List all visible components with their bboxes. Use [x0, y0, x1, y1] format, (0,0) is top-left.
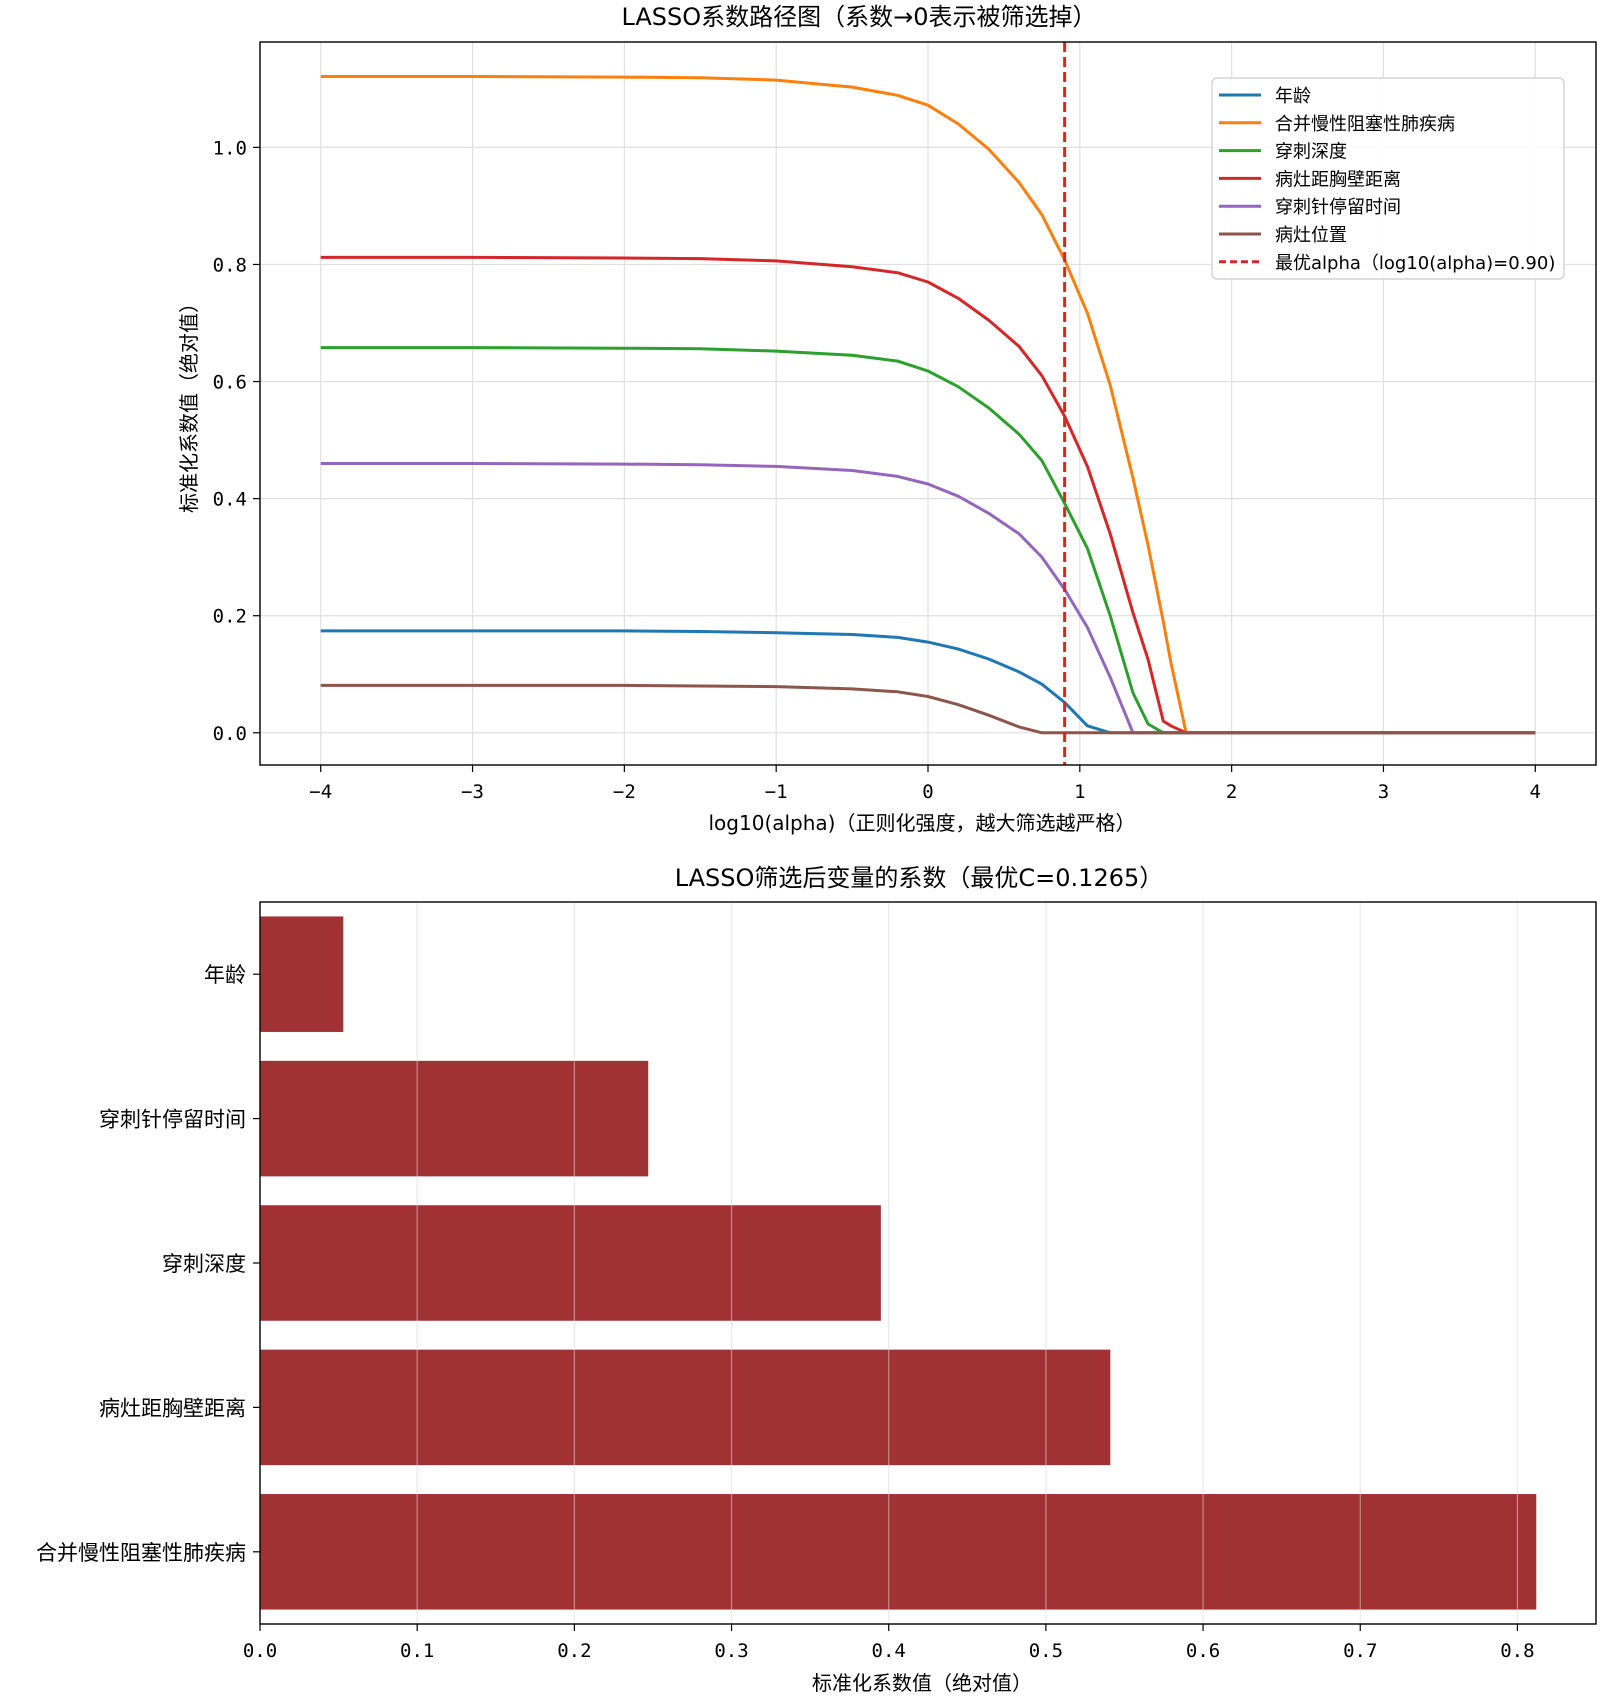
chart1-title: LASSO系数路径图（系数→0表示被筛选掉）	[621, 3, 1096, 31]
chart1-series-lines	[320, 75, 1536, 735]
chart2-bar-4	[260, 1494, 1537, 1610]
chart2-x-tick-label: 0.2	[557, 1640, 591, 1662]
chart1-series-line-3	[320, 255, 1536, 735]
chart2-x-tick-label: 0.7	[1343, 1640, 1377, 1662]
lasso-coef-bar-chart: LASSO筛选后变量的系数（最优C=0.1265） 0.0 0.1 0.2 0.3 0.…	[36, 864, 1597, 1695]
chart1-legend-label: 穿刺深度	[1275, 142, 1347, 163]
chart2-x-ticks: 0.0 0.1 0.2 0.3 0.4 0.5 0.6 0.7 0.8	[243, 1624, 1535, 1662]
chart2-y-tick-label: 病灶距胸壁距离	[99, 1396, 246, 1420]
chart2-y-tick-label: 合并慢性阻塞性肺疾病	[36, 1541, 246, 1565]
chart1-legend-label: 病灶位置	[1275, 225, 1347, 246]
chart1-y-tick-label: 0.6	[213, 372, 247, 394]
chart2-bar-1	[260, 1060, 649, 1177]
chart2-x-label: 标准化系数值（绝对值）	[812, 1671, 1032, 1695]
chart2-bar-0	[260, 916, 344, 1032]
chart1-legend-label: 合并慢性阻塞性肺疾病	[1275, 114, 1455, 135]
chart1-x-label: log10(alpha)（正则化强度，越大筛选越严格）	[709, 811, 1136, 835]
chart2-bar-3	[260, 1349, 1111, 1466]
chart1-y-tick-label: 0.2	[213, 606, 247, 628]
chart2-bars	[260, 916, 1537, 1610]
chart1-series-line-1	[320, 75, 1536, 735]
chart2-y-tick-label: 穿刺深度	[162, 1252, 246, 1276]
chart1-x-ticks: −4 −3 −2 −1 0 1 2 3 4	[309, 765, 1541, 803]
chart1-x-tick-label: −3	[461, 781, 484, 803]
chart1-legend-label-vline: 最优alpha（log10(alpha)=0.90)	[1275, 253, 1555, 274]
chart2-x-tick-label: 0.5	[1029, 1640, 1063, 1662]
lasso-path-chart: LASSO系数路径图（系数→0表示被筛选掉） −4 −3 −2 −1 0 1 2 3 4 0.0…	[177, 3, 1597, 835]
chart2-x-tick-label: 0.3	[714, 1640, 748, 1662]
chart1-y-tick-label: 0.0	[213, 723, 247, 745]
chart1-x-tick-label: 4	[1530, 781, 1541, 803]
chart1-legend-label: 病灶距胸壁距离	[1275, 169, 1401, 190]
chart2-x-tick-label: 0.6	[1186, 1640, 1220, 1662]
chart1-x-tick-label: 2	[1226, 781, 1237, 803]
chart1-y-ticks: 0.0 0.2 0.4 0.6 0.8 1.0	[213, 137, 260, 745]
chart2-x-tick-label: 0.1	[400, 1640, 434, 1662]
chart1-legend: 年龄合并慢性阻塞性肺疾病穿刺深度病灶距胸壁距离穿刺针停留时间病灶位置最优alph…	[1211, 77, 1565, 280]
chart1-x-tick-label: 0	[922, 781, 933, 803]
chart1-x-tick-label: −2	[613, 781, 636, 803]
chart2-grid	[259, 902, 1519, 1624]
chart1-x-tick-label: 3	[1378, 781, 1389, 803]
chart1-x-tick-label: −4	[309, 781, 332, 803]
chart2-bar-2	[260, 1205, 881, 1321]
chart1-series-line-5	[320, 683, 1536, 735]
chart1-y-tick-label: 0.4	[213, 489, 247, 511]
chart2-x-tick-label: 0.0	[243, 1640, 277, 1662]
chart2-title: LASSO筛选后变量的系数（最优C=0.1265）	[675, 864, 1164, 892]
chart1-y-label: 标准化系数值（绝对值）	[177, 293, 201, 513]
chart2-y-tick-label: 年龄	[204, 963, 246, 987]
chart1-x-tick-label: 1	[1074, 781, 1085, 803]
chart2-x-tick-label: 0.8	[1500, 1640, 1534, 1662]
chart1-legend-label: 穿刺针停留时间	[1275, 197, 1401, 218]
chart2-y-tick-label: 穿刺针停留时间	[99, 1108, 246, 1132]
chart1-legend-label: 年龄	[1275, 86, 1311, 107]
chart1-legend-box	[1211, 77, 1565, 280]
chart2-x-tick-label: 0.4	[872, 1640, 906, 1662]
chart1-y-tick-label: 0.8	[213, 254, 247, 276]
chart1-y-tick-label: 1.0	[213, 137, 247, 159]
chart1-x-tick-label: −1	[765, 781, 788, 803]
